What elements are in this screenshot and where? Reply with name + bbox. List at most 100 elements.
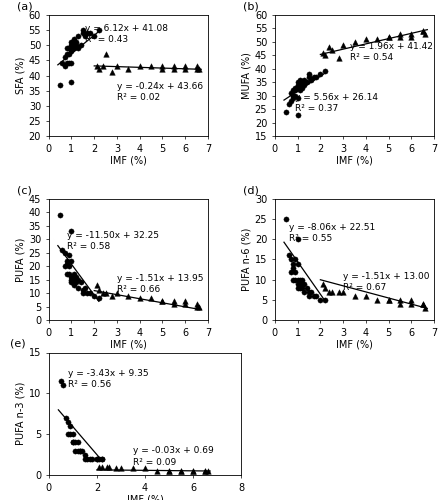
Point bbox=[70, 44, 77, 52]
Y-axis label: PUFA n-6 (%): PUFA n-6 (%) bbox=[242, 228, 252, 291]
Point bbox=[66, 50, 73, 58]
Point bbox=[385, 296, 392, 304]
Point bbox=[319, 48, 326, 56]
Point bbox=[202, 467, 209, 475]
Point bbox=[287, 256, 294, 264]
Point bbox=[408, 296, 415, 304]
Point bbox=[299, 78, 306, 86]
Point bbox=[385, 296, 392, 304]
Point bbox=[70, 276, 77, 283]
Point bbox=[321, 296, 328, 304]
Point bbox=[65, 430, 72, 438]
Point bbox=[182, 62, 189, 70]
Point bbox=[299, 284, 306, 292]
Point bbox=[312, 73, 319, 81]
Point bbox=[193, 300, 200, 308]
Point bbox=[326, 288, 333, 296]
Point bbox=[103, 463, 110, 471]
Point bbox=[102, 289, 109, 297]
Point bbox=[195, 66, 202, 74]
Point bbox=[61, 262, 68, 270]
Point bbox=[73, 38, 80, 46]
Point bbox=[79, 29, 86, 37]
Point bbox=[68, 278, 75, 286]
Point bbox=[396, 30, 404, 38]
Point bbox=[96, 454, 103, 462]
Point bbox=[306, 70, 313, 78]
Text: y = -0.24x + 43.66
R² = 0.02: y = -0.24x + 43.66 R² = 0.02 bbox=[117, 82, 203, 102]
Point bbox=[113, 464, 120, 472]
Point bbox=[62, 414, 69, 422]
Text: (d): (d) bbox=[243, 186, 259, 196]
Point bbox=[63, 257, 70, 265]
Point bbox=[290, 86, 297, 94]
Point bbox=[117, 464, 124, 472]
Point bbox=[193, 62, 200, 70]
Point bbox=[317, 296, 324, 304]
Point bbox=[154, 467, 161, 475]
Point bbox=[84, 289, 91, 297]
Point bbox=[340, 40, 347, 48]
Point bbox=[182, 297, 189, 305]
Point bbox=[66, 252, 73, 260]
Point bbox=[109, 292, 116, 300]
Point bbox=[159, 297, 166, 305]
Point bbox=[190, 467, 197, 475]
Point bbox=[77, 446, 84, 454]
Point bbox=[296, 284, 303, 292]
Point bbox=[63, 44, 70, 52]
Point bbox=[308, 288, 315, 296]
Point bbox=[335, 288, 342, 296]
Point bbox=[68, 257, 75, 265]
Point bbox=[100, 289, 107, 297]
Point bbox=[68, 227, 75, 235]
Point bbox=[148, 294, 155, 302]
X-axis label: IMF (%): IMF (%) bbox=[336, 155, 373, 165]
Point bbox=[301, 76, 308, 84]
Point bbox=[93, 454, 101, 462]
Point bbox=[303, 78, 310, 86]
Point bbox=[326, 44, 333, 52]
Point bbox=[82, 284, 89, 292]
Point bbox=[294, 260, 301, 268]
Point bbox=[159, 62, 166, 70]
Point bbox=[84, 454, 91, 462]
Point bbox=[385, 32, 392, 40]
Point bbox=[57, 211, 64, 219]
Point bbox=[89, 454, 96, 462]
Point bbox=[296, 276, 303, 283]
Point bbox=[321, 52, 328, 60]
Text: y = -11.50x + 32.25
R² = 0.58: y = -11.50x + 32.25 R² = 0.58 bbox=[67, 231, 159, 252]
Point bbox=[306, 73, 313, 81]
Point bbox=[159, 66, 166, 74]
Point bbox=[362, 35, 369, 43]
Point bbox=[68, 48, 75, 56]
Point bbox=[306, 292, 313, 300]
Point bbox=[73, 278, 80, 286]
Point bbox=[294, 280, 301, 287]
Point bbox=[335, 54, 342, 62]
Point bbox=[303, 284, 310, 292]
Point bbox=[109, 68, 116, 76]
Point bbox=[93, 454, 101, 462]
Point bbox=[294, 276, 301, 283]
Point bbox=[294, 78, 301, 86]
Point bbox=[195, 302, 202, 310]
Point bbox=[57, 80, 64, 88]
Point bbox=[408, 32, 415, 40]
Point bbox=[287, 97, 294, 105]
Point bbox=[95, 286, 102, 294]
Point bbox=[301, 288, 308, 296]
Point bbox=[66, 270, 73, 278]
Point bbox=[319, 280, 326, 287]
Point bbox=[310, 292, 317, 300]
Point bbox=[374, 296, 381, 304]
Point bbox=[396, 300, 404, 308]
Point bbox=[79, 446, 86, 454]
Point bbox=[301, 280, 308, 287]
Point bbox=[91, 32, 98, 40]
Point bbox=[170, 300, 177, 308]
Point bbox=[292, 276, 299, 283]
Point bbox=[408, 300, 415, 308]
Point bbox=[100, 62, 107, 70]
